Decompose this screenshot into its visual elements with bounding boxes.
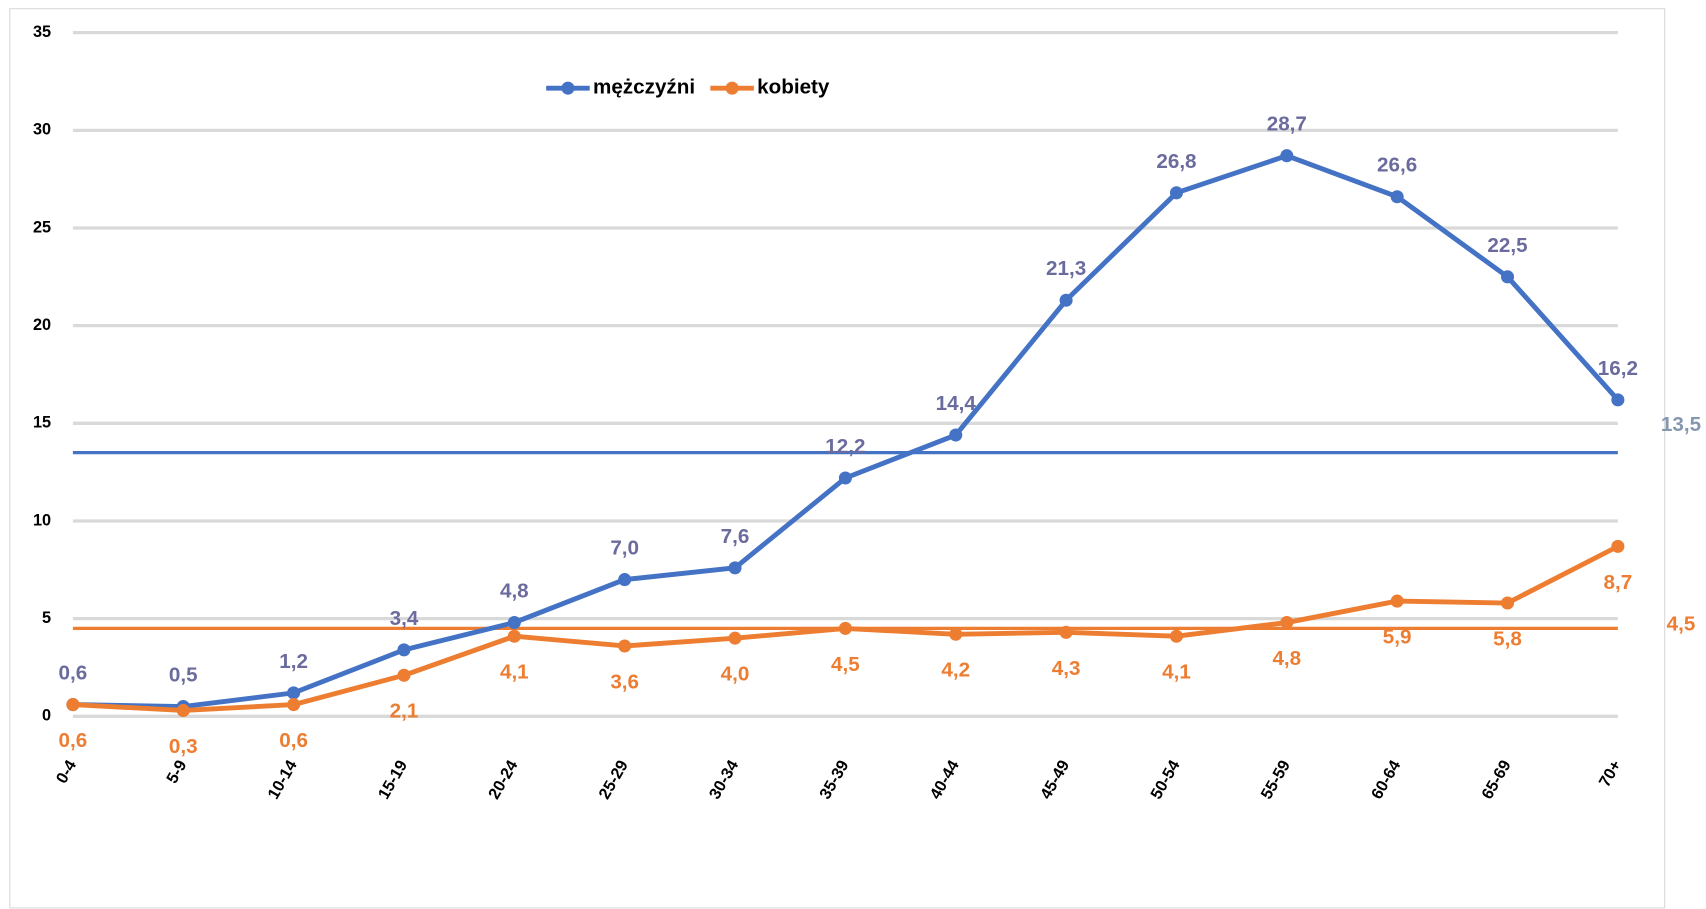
point	[507, 616, 521, 630]
y-tick-label: 30	[33, 121, 51, 139]
point	[287, 698, 301, 712]
point	[397, 668, 411, 682]
data-label: 26,6	[1377, 154, 1417, 177]
point	[949, 627, 963, 641]
y-tick-label: 10	[33, 511, 51, 529]
point	[1059, 625, 1073, 639]
point	[1611, 539, 1625, 553]
data-label: 2,1	[390, 700, 419, 723]
point	[1390, 190, 1404, 204]
data-label: 0,5	[169, 664, 198, 687]
point	[1280, 149, 1294, 163]
point	[1169, 186, 1183, 200]
point	[728, 631, 742, 645]
data-label: 4,0	[721, 663, 750, 686]
data-label: 0,6	[279, 729, 308, 752]
point	[618, 639, 632, 653]
data-label: 22,5	[1487, 234, 1527, 257]
point	[618, 573, 632, 587]
data-label: 4,2	[941, 659, 970, 682]
point	[397, 643, 411, 657]
point	[1611, 393, 1625, 407]
y-tick-label: 25	[33, 218, 51, 236]
legend-marker	[561, 81, 575, 95]
point	[1500, 270, 1515, 284]
data-label: 12,2	[825, 435, 865, 458]
data-label: 4,3	[1052, 657, 1081, 680]
data-label: 0,6	[59, 729, 88, 752]
y-tick-label: 15	[33, 414, 51, 432]
data-label: 4,1	[500, 661, 529, 684]
chart-border	[9, 8, 1666, 909]
point	[1280, 616, 1294, 630]
data-label: 28,7	[1267, 113, 1307, 136]
data-label: 4,8	[500, 580, 529, 603]
data-label: 16,2	[1598, 357, 1638, 380]
data-label: 5,8	[1493, 627, 1522, 650]
reference-label: 13,5	[1661, 413, 1701, 436]
data-label: 3,6	[610, 670, 639, 693]
point	[838, 621, 852, 635]
point	[1059, 293, 1073, 307]
point	[176, 703, 190, 717]
point	[728, 561, 742, 575]
legend-label: mężczyźni	[593, 76, 695, 99]
reference-label: 4,5	[1667, 613, 1696, 636]
data-label: 21,3	[1046, 257, 1086, 280]
y-tick-label: 35	[33, 23, 51, 41]
data-label: 14,4	[936, 392, 977, 415]
y-tick-label: 5	[42, 609, 51, 627]
data-label: 0,6	[59, 662, 88, 685]
point	[1169, 629, 1183, 643]
data-label: 3,4	[390, 607, 419, 630]
data-label: 7,0	[610, 537, 639, 560]
point	[507, 629, 521, 643]
point	[66, 698, 80, 712]
legend-label: kobiety	[757, 76, 830, 99]
y-tick-label: 20	[33, 316, 51, 334]
point	[287, 686, 301, 700]
y-tick-label: 0	[42, 707, 51, 725]
point	[1500, 596, 1515, 610]
point	[1390, 594, 1404, 608]
legend-marker	[725, 81, 739, 95]
point	[949, 428, 963, 442]
data-label: 26,8	[1156, 150, 1196, 173]
data-label: 4,1	[1162, 661, 1191, 684]
data-label: 4,5	[831, 653, 860, 676]
data-label: 1,2	[279, 650, 308, 673]
data-label: 4,8	[1272, 647, 1301, 670]
data-label: 0,3	[169, 735, 198, 758]
point	[838, 471, 852, 485]
data-label: 7,6	[721, 525, 750, 548]
data-label: 5,9	[1383, 626, 1412, 649]
data-label: 8,7	[1604, 571, 1633, 594]
